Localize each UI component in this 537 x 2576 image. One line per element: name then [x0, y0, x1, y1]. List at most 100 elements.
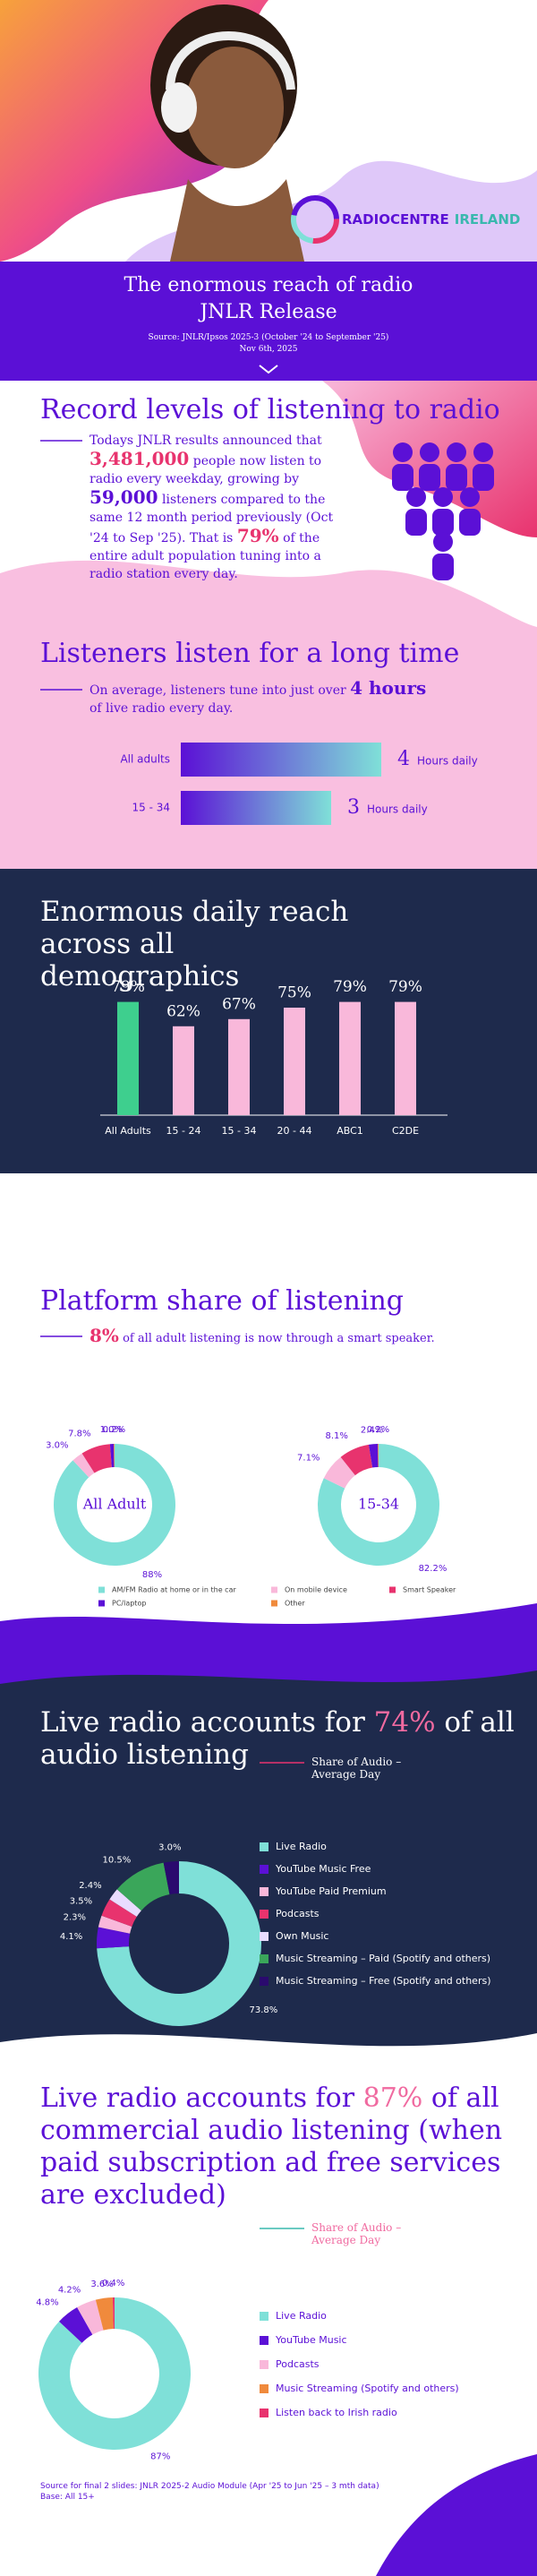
value-label: 79%	[388, 978, 422, 996]
record-body: Todays JNLR results announced that 3,481…	[90, 432, 349, 583]
slice-label: 73.8%	[250, 2005, 278, 2015]
legend-swatch	[260, 1954, 268, 1963]
legend-swatch	[260, 1977, 268, 1986]
donut-slice	[77, 2299, 104, 2335]
legend-label: AM/FM Radio at home or in the car	[112, 1586, 236, 1594]
category-label: All adults	[120, 753, 170, 766]
legend-swatch	[260, 2312, 268, 2321]
category-label: 20 - 44	[277, 1125, 312, 1137]
value-label: 75%	[277, 984, 311, 1002]
legend-label: Own Music	[276, 1930, 328, 1942]
logo-region: IRELAND	[455, 211, 521, 228]
legend-label: Podcasts	[276, 1908, 320, 1919]
slice-label: 3.6%	[90, 2280, 113, 2289]
legend-swatch	[260, 2360, 268, 2369]
donut-slice	[340, 1444, 373, 1476]
donut-slice	[163, 1861, 179, 1894]
legend-swatch	[260, 1910, 268, 1919]
text: of live radio every day.	[90, 701, 234, 716]
legend-label: Music Streaming – Paid (Spotify and othe…	[276, 1953, 490, 1964]
category-label: 15 - 34	[132, 802, 171, 814]
legend-swatch	[260, 1865, 268, 1874]
bar	[228, 1018, 250, 1115]
donut-slice	[59, 2307, 93, 2343]
legend-swatch	[260, 1842, 268, 1851]
platform-sub: 8% of all adult listening is now through…	[90, 1327, 519, 1348]
purple-wave	[0, 1657, 537, 1684]
highlight: 74%	[373, 1706, 436, 1739]
donut-slice	[368, 1444, 379, 1468]
pink-wave	[0, 560, 537, 627]
donut-slice	[101, 1899, 137, 1927]
legend-label: YouTube Paid Premium	[275, 1885, 387, 1897]
slice-label: 10.5%	[103, 1855, 132, 1865]
unit-label: Hours daily	[367, 803, 428, 816]
logo-ring	[291, 195, 339, 244]
bar	[173, 1026, 194, 1115]
text: listeners compared to the same 12 month …	[90, 493, 334, 545]
legend-swatch	[260, 2336, 268, 2345]
neck	[170, 179, 304, 262]
highlight: 79%	[236, 525, 279, 546]
logo-ring	[291, 195, 339, 244]
donut-slice	[378, 1444, 379, 1468]
slice-label: 87%	[150, 2452, 170, 2462]
slice-label: 3.5%	[70, 1896, 92, 1906]
slice-label: 4.1%	[60, 1932, 82, 1942]
slice-label: 82.2%	[419, 1564, 448, 1574]
donut-slice	[38, 2297, 191, 2450]
heading: Platform share of listening	[40, 1285, 404, 1317]
slice-label: 1.0%	[100, 1425, 123, 1435]
text: of all audio listening	[40, 1706, 515, 1771]
value-label: 79%	[111, 978, 145, 996]
legend-label: Music Streaming (Spotify and others)	[276, 2383, 459, 2394]
footer-base: Base: All 15+	[40, 2493, 95, 2502]
slice-label: 4.8%	[36, 2298, 58, 2308]
text: people now listen to radio every weekday…	[90, 454, 322, 486]
donut-slice	[95, 2297, 114, 2331]
highlight: 4 hours	[350, 677, 427, 699]
slice-label: 8.1%	[326, 1431, 348, 1441]
legend-swatch	[260, 1887, 268, 1896]
purple-blob	[376, 2454, 537, 2576]
donut-slice	[97, 1927, 131, 1949]
title-band	[0, 262, 537, 381]
donut-center-label: 15-34	[358, 1496, 399, 1513]
donut-slice	[98, 1915, 132, 1934]
donut-slice	[323, 1456, 355, 1489]
donut-slice	[114, 1444, 115, 1468]
bar	[181, 791, 331, 825]
slice-label: 0.4%	[102, 2279, 124, 2288]
headphones	[166, 31, 295, 90]
white-wave	[0, 2033, 537, 2069]
logo-name: RADIOCENTRE	[342, 211, 449, 228]
subtitle: Share of Audio – Average Day	[311, 1756, 402, 1781]
heading: Record levels of listening to radio	[40, 394, 500, 425]
slice-label: 4.2%	[58, 2285, 81, 2295]
value-label: 3	[347, 796, 360, 819]
heading: Live radio accounts for 74% of all audio…	[40, 1706, 515, 1771]
text: of all adult listening is now through a …	[123, 1332, 435, 1345]
legend-swatch	[271, 1600, 277, 1607]
bar	[284, 1008, 305, 1115]
donut-center-label: All Adult	[82, 1496, 147, 1513]
heading: Listeners listen for a long time	[40, 638, 460, 669]
legend-label: YouTube Music	[275, 2334, 347, 2346]
legend-swatch	[271, 1586, 277, 1593]
category-label: All Adults	[105, 1125, 151, 1137]
slice-label: 7.8%	[68, 1429, 90, 1438]
highlight: 3,481,000	[90, 448, 190, 469]
bar	[181, 743, 381, 777]
donut-slice	[116, 1862, 170, 1911]
text: Todays JNLR results announced that	[90, 434, 322, 448]
legend-label: Live Radio	[276, 2310, 327, 2322]
text: On average, listeners tune into just ove…	[90, 683, 346, 698]
legend-label: Live Radio	[276, 1841, 327, 1852]
heading: Live radio accounts for 87% of all comme…	[40, 2082, 515, 2211]
donut-slice	[97, 1861, 261, 2026]
donut-slice	[109, 1444, 115, 1468]
ear-cup	[161, 82, 197, 133]
category-label: 15 - 34	[222, 1125, 257, 1137]
highlight: 59,000	[90, 486, 158, 508]
donut-slice	[72, 1453, 95, 1478]
